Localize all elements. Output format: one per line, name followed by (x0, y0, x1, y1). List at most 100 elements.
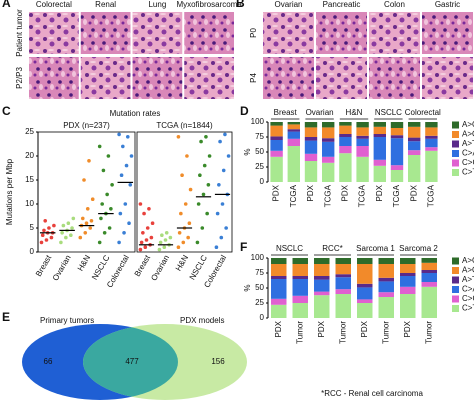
legend-swatch (452, 131, 459, 138)
data-point (89, 219, 94, 223)
bar-segment (356, 156, 369, 182)
data-point (220, 202, 225, 206)
bar-segment (339, 146, 352, 154)
bar-segment (357, 299, 373, 303)
overlap-count: 477 (125, 357, 139, 366)
column-title: Ovarian (274, 0, 302, 9)
bar-segment (421, 258, 437, 263)
bar-segment (304, 127, 318, 137)
x-tick-label: PDX (272, 184, 281, 201)
bar-segment (378, 292, 394, 297)
data-point (101, 168, 106, 173)
y-tick-label: 0 (260, 313, 265, 322)
data-point (185, 154, 189, 158)
y-axis-label: % (243, 148, 252, 155)
column-title: Renal (95, 0, 116, 9)
x-tick-label: Tumor (295, 321, 304, 344)
bar-segment (271, 276, 287, 279)
panel-letter: E (2, 310, 10, 324)
bar-segment (314, 295, 330, 318)
data-point (138, 247, 143, 252)
bar-segment (356, 146, 369, 157)
data-point (39, 240, 44, 245)
data-point (69, 233, 73, 237)
x-tick-label: Tumor (424, 321, 433, 344)
panel-header: PDX (n=237) (63, 121, 110, 130)
histology-image (369, 12, 420, 54)
data-point (162, 245, 167, 249)
y-tick-label: 0 (30, 247, 35, 256)
bar-segment (271, 258, 287, 264)
histology-image (80, 57, 131, 99)
bar-segment (287, 146, 300, 182)
bar-segment (373, 122, 386, 127)
y-tick-label: 100 (251, 253, 265, 262)
data-point (59, 240, 63, 245)
bar-segment (357, 303, 373, 318)
data-point (177, 231, 182, 235)
bar-segment (421, 273, 437, 282)
y-tick-label: 25 (255, 162, 264, 171)
bar-segment (425, 150, 438, 182)
data-point (226, 154, 231, 158)
y-tick-label: 20 (25, 151, 34, 160)
bar-segment (339, 137, 352, 146)
bar-segment (400, 294, 416, 318)
bar-segment (356, 135, 369, 139)
data-point (158, 240, 163, 245)
row-label: P4 (249, 73, 258, 83)
histology-image (316, 57, 367, 99)
bar-segment (287, 131, 300, 139)
bar-segment (271, 298, 287, 305)
bar-segment (408, 122, 421, 127)
x-tick-label: TCGA (289, 184, 298, 207)
data-point (143, 245, 148, 249)
bar-segment (270, 140, 283, 151)
data-point (176, 245, 181, 249)
bar-segment (271, 264, 287, 276)
data-point (181, 240, 186, 245)
data-point (80, 216, 85, 221)
bar-segment (400, 264, 416, 273)
data-point (84, 221, 89, 225)
legend-label: A>G (462, 266, 474, 275)
bar-segment (356, 122, 369, 128)
row-label: P0 (249, 28, 258, 38)
data-point (70, 226, 74, 230)
bar-segment (390, 165, 404, 170)
bar-segment (292, 264, 308, 276)
bar-segment (378, 281, 394, 293)
bar-segment (304, 161, 318, 182)
data-point (88, 226, 93, 230)
legend-swatch (452, 169, 459, 176)
x-tick-label: H&N (76, 253, 92, 272)
bar-segment (292, 279, 308, 296)
bar-segment (270, 156, 283, 182)
legend-label: C>G (462, 158, 474, 167)
column-title: Colon (384, 0, 405, 9)
data-point (179, 211, 183, 216)
bar-segment (408, 126, 421, 138)
data-point (121, 144, 125, 149)
data-point (176, 135, 181, 139)
data-point (201, 192, 206, 197)
bar-segment (335, 277, 351, 290)
data-point (188, 187, 193, 192)
histology-image (80, 12, 131, 54)
data-point (217, 183, 221, 187)
y-tick-label: 50 (255, 283, 264, 292)
legend-label: A>T (462, 275, 474, 284)
group-label: RCC* (322, 244, 342, 253)
data-point (61, 223, 66, 228)
data-point (60, 231, 64, 235)
data-point (129, 154, 134, 158)
chart-title: Mutation rates (110, 109, 161, 118)
data-point (147, 207, 151, 211)
data-point (90, 197, 95, 201)
data-point (52, 223, 56, 228)
column-title: Myxofibrosarcoma (176, 0, 242, 9)
bar-segment (304, 153, 318, 161)
panel-letter: F (240, 240, 247, 254)
set-label: Primary tumors (40, 316, 94, 325)
data-point (109, 207, 113, 211)
